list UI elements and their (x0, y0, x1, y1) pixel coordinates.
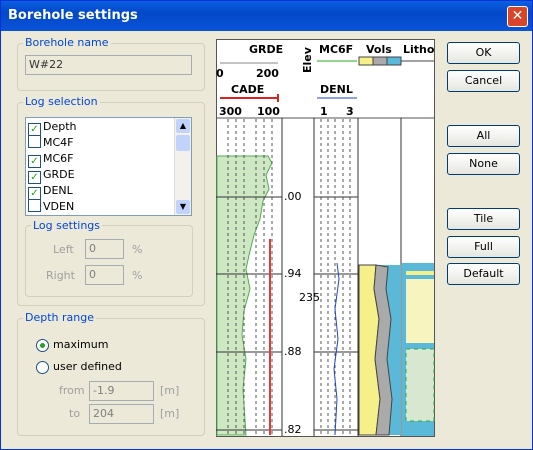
button[interactable]: OK (447, 42, 520, 64)
scale-label: 300 (219, 105, 242, 118)
radio-label: maximum (53, 338, 109, 351)
group-label: Borehole name (23, 36, 111, 49)
checkbox[interactable] (28, 135, 41, 148)
checkbox[interactable] (28, 199, 41, 212)
text-input[interactable]: -1.9 (89, 381, 154, 401)
checkbox[interactable]: ✓ (28, 155, 41, 168)
item-label: VDEN (43, 200, 75, 213)
log-preview: GRDE 0 200 CADE 300 100 Elev MC6F Vols L… (216, 39, 435, 437)
log-title: DENL (320, 83, 353, 96)
unit: % (132, 269, 143, 282)
litho-band (406, 271, 434, 275)
group-label: Depth range (23, 311, 96, 324)
track-note: 235 (299, 291, 320, 304)
unit: % (132, 243, 143, 256)
button[interactable]: Tile (447, 208, 520, 230)
button[interactable]: Full (447, 236, 520, 258)
list-item[interactable]: VDEN (28, 199, 74, 215)
scale-label: 100 (257, 105, 280, 118)
button[interactable]: Default (447, 263, 520, 285)
depth-label: .94 (284, 267, 302, 280)
legend-swatch (372, 56, 388, 66)
item-label: MC4F (43, 136, 74, 149)
scroll-down[interactable]: ▼ (176, 200, 190, 214)
group-label: Log selection (23, 95, 100, 108)
litho-shale (405, 348, 435, 422)
list-item[interactable]: ✓ Depth (28, 119, 77, 136)
list-item[interactable]: MC4F (28, 135, 74, 151)
vols-shale (373, 264, 393, 436)
window-title: Borehole settings (8, 8, 138, 23)
log-title: CADE (231, 83, 264, 96)
scroll-thumb[interactable] (176, 135, 190, 151)
button[interactable]: Cancel (447, 70, 520, 92)
item-label: GRDE (43, 168, 75, 181)
text-input[interactable]: 204 (89, 404, 154, 424)
log-title: Vols (366, 43, 392, 56)
list-item[interactable]: ✓ GRDE (28, 167, 75, 184)
field-label: Right (46, 269, 75, 282)
button[interactable]: All (447, 125, 520, 147)
text-input[interactable]: W#22 (25, 55, 192, 75)
scale-label: 0 (216, 67, 224, 80)
unit: [m] (160, 407, 180, 420)
checkbox[interactable]: ✓ (28, 187, 41, 200)
unit: [m] (160, 384, 180, 397)
group-box (25, 225, 193, 297)
group-label: Log settings (31, 219, 103, 232)
text-input[interactable]: 0 (85, 239, 124, 259)
group-box (17, 318, 205, 436)
radio-button[interactable] (36, 339, 49, 352)
log-title: Litho (403, 43, 435, 56)
scale-label: 200 (256, 67, 279, 80)
log-title: MC6F (319, 43, 353, 56)
scale-label: 1 (320, 105, 328, 118)
depth-label: .82 (284, 423, 302, 436)
log-title: GRDE (249, 43, 283, 56)
title-bar: Borehole settings ✕ (1, 1, 532, 31)
list-item[interactable]: ✓ MC6F (28, 151, 74, 168)
depth-label: .88 (284, 345, 302, 358)
text-input[interactable]: 0 (85, 265, 124, 285)
grid (227, 119, 351, 435)
depth-label: .00 (284, 190, 302, 203)
scroll-up[interactable]: ▲ (176, 119, 190, 133)
elev-label: Elev (301, 46, 314, 73)
legend-swatch (358, 56, 374, 66)
litho-sand (406, 279, 434, 343)
field-label: to (69, 407, 81, 420)
close-button[interactable]: ✕ (507, 6, 528, 27)
radio-button[interactable] (36, 361, 49, 374)
item-label: MC6F (43, 152, 74, 165)
list-item[interactable]: ✓ DENL (28, 183, 73, 200)
radio-label: user defined (53, 360, 122, 373)
scale-label: 3 (346, 105, 354, 118)
field-label: from (59, 384, 85, 397)
checkbox[interactable]: ✓ (28, 171, 41, 184)
field-label: Left (53, 243, 74, 256)
legend-swatch (386, 56, 402, 66)
log-list: ▲ ▼ ✓ Depth MC4F ✓ MC6F ✓ GRDE ✓ DENL VDEN (25, 117, 192, 216)
denl-curve (333, 262, 340, 436)
button[interactable]: None (447, 153, 520, 175)
group-box (17, 102, 205, 306)
item-label: DENL (43, 184, 73, 197)
item-label: Depth (43, 120, 77, 133)
radio-dot (40, 343, 45, 348)
group-box (17, 43, 205, 91)
scrollbar[interactable]: ▲ ▼ (174, 118, 191, 215)
